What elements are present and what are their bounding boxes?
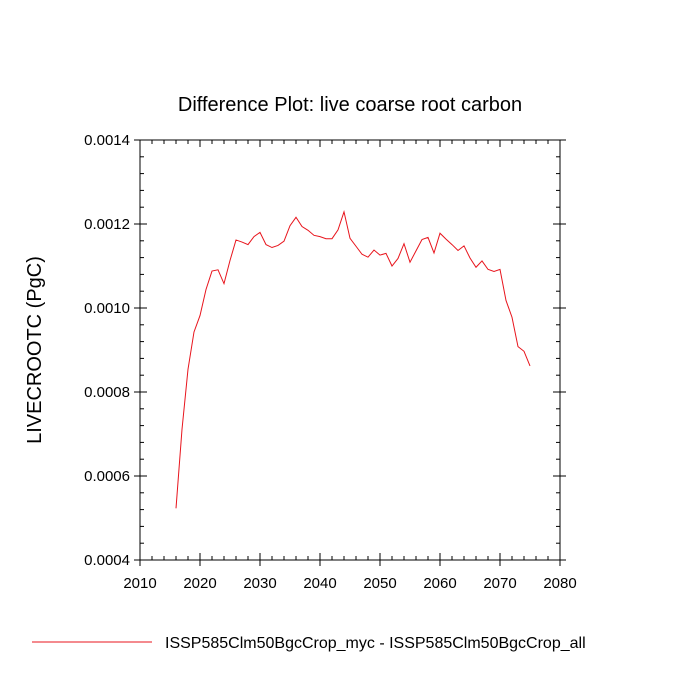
x-tick-label: 2040	[303, 575, 336, 592]
x-tick-label: 2050	[363, 575, 396, 592]
x-tick-label: 2010	[123, 575, 156, 592]
legend: ISSP585Clm50BgcCrop_myc - ISSP585Clm50Bg…	[32, 635, 586, 652]
axis-ticks	[134, 139, 566, 566]
legend-label: ISSP585Clm50BgcCrop_myc - ISSP585Clm50Bg…	[165, 635, 586, 652]
chart-title: Difference Plot: live coarse root carbon	[178, 94, 522, 116]
series-line	[175, 209, 531, 509]
y-tick-label: 0.0010	[84, 300, 130, 317]
plot-frame	[139, 139, 561, 561]
y-tick-label: 0.0008	[84, 384, 130, 401]
x-tick-label: 2070	[483, 575, 516, 592]
y-axis-label: LIVECROOTC (PgC)	[24, 256, 46, 444]
x-tick-label: 2030	[243, 575, 276, 592]
axis-tick-labels: 2010 2020 2030 2040 2050 2060 2070 2080 0.0004 0.…	[84, 132, 577, 592]
y-tick-label: 0.0004	[84, 552, 130, 569]
x-tick-label: 2020	[183, 575, 216, 592]
y-tick-label: 0.0012	[84, 216, 130, 233]
y-tick-label: 0.0014	[84, 132, 130, 149]
x-tick-label: 2080	[543, 575, 576, 592]
x-tick-label: 2060	[423, 575, 456, 592]
y-tick-label: 0.0006	[84, 468, 130, 485]
series-layer	[175, 209, 531, 509]
